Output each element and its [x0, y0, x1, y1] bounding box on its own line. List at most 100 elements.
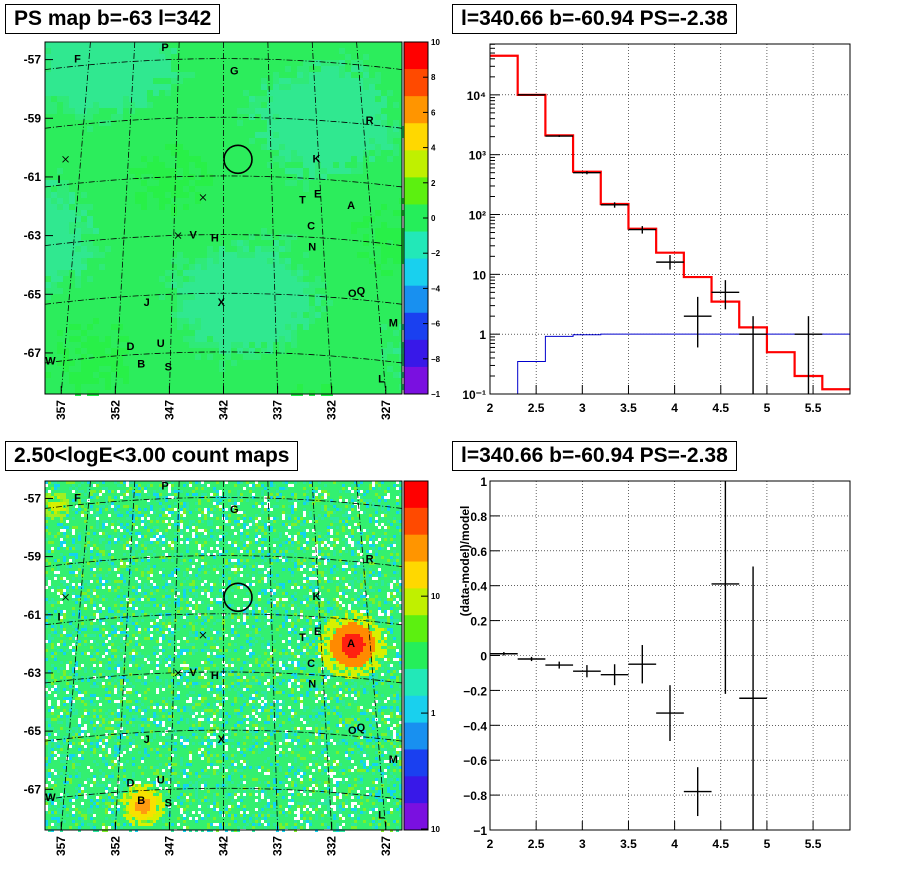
- source-label: P: [161, 42, 168, 54]
- map-pixels: [45, 42, 405, 396]
- y-tick-label: −0.4: [463, 719, 487, 733]
- y-tick-label: 10: [473, 268, 487, 282]
- map-grid-latitude: [44, 292, 403, 305]
- source-label: J: [144, 297, 150, 309]
- colorbar-segment: [404, 481, 428, 509]
- colorbar-segment: [404, 339, 428, 368]
- colorbar-tick-label: 4: [431, 144, 436, 153]
- spectrum-title: l=340.66 b=-60.94 PS=-2.38: [452, 4, 737, 34]
- source-label: I: [58, 174, 61, 186]
- colorbar-segment: [404, 776, 428, 804]
- map-x-tick-label: 327: [379, 836, 393, 856]
- colorbar-tick-label: 0: [431, 214, 436, 223]
- colorbar-tick-label: 1: [431, 709, 436, 718]
- x-tick-label: 3: [579, 837, 586, 851]
- map-y-tick-label: -59: [24, 111, 42, 125]
- map-y-tick-label: -65: [24, 287, 42, 301]
- map-x-tick-label: 337: [271, 400, 285, 420]
- colorbar-segment: [404, 366, 428, 395]
- source-label: I: [58, 612, 61, 624]
- source-label: S: [165, 798, 172, 810]
- x-tick-label: 2: [487, 401, 494, 415]
- colorbar-segment: [404, 803, 428, 831]
- residual-panel: 2 2.5 3 3.5 4 4.5 5 5.5 1 0.8 0.6 0.4 0.2 0 −0.2 −0.4 −0…: [458, 475, 851, 851]
- residual-title: l=340.66 b=-60.94 PS=-2.38: [452, 441, 737, 471]
- source-label: F: [74, 54, 81, 66]
- map-grid-longitude: [60, 41, 91, 395]
- source-label: U: [157, 774, 165, 786]
- source-label: G: [230, 65, 239, 77]
- map-grid-longitude: [311, 480, 333, 831]
- map-x-tick-label: 332: [325, 400, 339, 420]
- map-grid-longitude: [267, 41, 278, 395]
- colorbar-tick-label: 10: [431, 592, 440, 601]
- y-tick-label: 10²: [469, 209, 486, 223]
- target-circle: [223, 582, 253, 613]
- map-grid-longitude: [356, 480, 387, 831]
- map-x-tick-label: 337: [271, 836, 285, 856]
- source-label: V: [190, 230, 198, 242]
- spectrum-frame: [489, 43, 851, 395]
- map-y-tick-label: -61: [24, 608, 42, 622]
- x-tick-label: 3: [579, 401, 586, 415]
- colorbar-segment: [404, 561, 428, 589]
- y-tick-label: 0.2: [470, 615, 487, 629]
- cross-marker: [174, 232, 182, 239]
- cross-marker: [62, 156, 69, 163]
- source-label: O: [348, 725, 357, 737]
- source-label: H: [211, 670, 219, 682]
- y-tick-label: −0.2: [463, 684, 487, 698]
- source-label: R: [366, 115, 374, 127]
- x-tick-label: 4: [671, 837, 678, 851]
- source-label: M: [389, 754, 398, 766]
- colorbar-segment: [404, 534, 428, 563]
- y-tick-label: 0.6: [470, 545, 487, 559]
- source-label: W: [45, 792, 56, 804]
- colorbar-segment: [404, 749, 428, 777]
- map-x-tick-label: 357: [54, 836, 68, 856]
- map-grid-latitude: [44, 116, 403, 129]
- source-label: X: [218, 734, 226, 746]
- colorbar-segment: [404, 42, 428, 70]
- map-grid-longitude: [267, 480, 278, 831]
- source-label: V: [190, 667, 198, 679]
- residual-grid: [490, 481, 850, 830]
- map-y-tick-label: -65: [24, 724, 42, 738]
- spectrum-grid: [490, 44, 850, 394]
- colorbar-segment: [404, 150, 428, 178]
- map-grid-longitude: [169, 41, 180, 395]
- source-label: N: [308, 678, 316, 690]
- source-label: E: [314, 626, 321, 638]
- source-label: F: [74, 492, 81, 504]
- source-label: K: [313, 591, 321, 603]
- source-label: C: [307, 221, 315, 233]
- x-tick-label: 4.5: [712, 837, 729, 851]
- source-label: S: [165, 362, 172, 374]
- map-grid: [44, 41, 403, 395]
- source-label: A: [347, 200, 355, 212]
- colorbar-tick-label: 8: [431, 73, 436, 82]
- colorbar-segment: [404, 588, 428, 616]
- source-label: D: [126, 777, 134, 789]
- colorbar-segment: [404, 285, 428, 314]
- y-tick-label: 0.8: [470, 510, 487, 524]
- source-label: L: [378, 373, 385, 385]
- colorbar-frame: [403, 480, 429, 831]
- map-x-tick-label: 347: [162, 836, 176, 856]
- x-tick-label: 5: [764, 837, 771, 851]
- y-tick-label: −0.8: [463, 789, 487, 803]
- source-label: O: [348, 288, 357, 300]
- y-tick-label: 1: [480, 475, 487, 489]
- ps-map-title: PS map b=-63 l=342: [5, 4, 221, 34]
- residual-ylabel: (data-model)/model: [458, 506, 472, 617]
- colorbar-tick-label: −4: [431, 284, 440, 293]
- map-x-tick-label: 327: [379, 400, 393, 420]
- colorbar-segment: [404, 507, 428, 536]
- y-tick-label: 10⁻¹: [462, 388, 486, 402]
- map-y-tick-label: -57: [24, 491, 42, 505]
- source-label: D: [126, 341, 134, 353]
- model-histogram: [490, 54, 850, 391]
- source-label: H: [211, 232, 219, 244]
- source-label: A: [347, 638, 355, 650]
- colorbar-segment: [404, 615, 428, 643]
